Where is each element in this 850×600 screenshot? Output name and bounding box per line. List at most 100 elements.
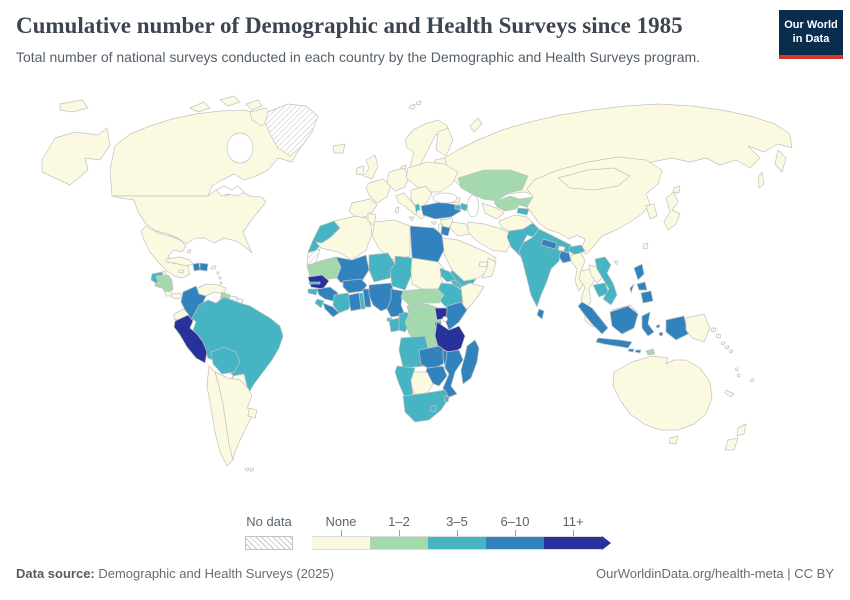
legend-bin-11plus[interactable]: 11+ xyxy=(544,514,602,550)
country-japan[interactable] xyxy=(663,191,681,231)
country-united-kingdom[interactable] xyxy=(363,154,379,180)
country-papua-new-guinea[interactable] xyxy=(685,313,711,343)
country-sudan[interactable] xyxy=(410,257,445,291)
country-philippines-mindanao[interactable] xyxy=(640,290,654,304)
country-kenya[interactable] xyxy=(444,301,468,331)
country-lesotho[interactable] xyxy=(429,405,438,413)
arctic-island[interactable] xyxy=(219,95,241,107)
country-niger[interactable] xyxy=(368,252,396,283)
hokkaido[interactable] xyxy=(672,185,681,194)
country-bangladesh[interactable] xyxy=(558,250,572,264)
owid-link[interactable]: OurWorldinData.org/health-meta | CC BY xyxy=(596,566,834,581)
country-panama[interactable] xyxy=(170,292,185,300)
country-puerto-rico[interactable] xyxy=(210,265,217,270)
country-north-south-korea[interactable] xyxy=(645,203,658,220)
country-indonesia-java[interactable] xyxy=(595,337,633,349)
country-nigeria[interactable] xyxy=(368,282,396,312)
country-france[interactable] xyxy=(365,178,392,204)
country-uae[interactable] xyxy=(478,261,489,268)
country-south-africa[interactable] xyxy=(402,389,450,423)
country-guinea[interactable] xyxy=(316,286,339,302)
country-jamaica[interactable] xyxy=(177,269,185,274)
country-pakistan[interactable] xyxy=(506,222,540,258)
hainan[interactable] xyxy=(613,260,619,266)
new-britain[interactable] xyxy=(710,327,722,339)
novaya-zemlya[interactable] xyxy=(469,117,483,133)
country-vietnam[interactable] xyxy=(594,256,618,306)
country-taiwan[interactable] xyxy=(642,242,649,250)
sardinia[interactable] xyxy=(394,206,400,214)
country-argentina[interactable] xyxy=(214,371,255,461)
country-turkey[interactable] xyxy=(420,201,462,220)
country-jordan[interactable] xyxy=(440,225,451,237)
russia-east-tip[interactable] xyxy=(59,99,89,113)
vanuatu[interactable] xyxy=(734,367,741,378)
arctic-island[interactable] xyxy=(189,101,211,113)
falkland-islands[interactable] xyxy=(244,467,255,472)
country-oman[interactable] xyxy=(481,257,497,279)
tasmania[interactable] xyxy=(668,435,679,445)
country-mongolia[interactable] xyxy=(557,167,631,191)
country-india[interactable] xyxy=(518,228,572,308)
svalbard[interactable] xyxy=(408,100,422,110)
country-norway-sweden[interactable] xyxy=(404,119,449,171)
balkans[interactable] xyxy=(410,185,433,209)
country-timor-leste[interactable] xyxy=(645,348,656,356)
country-nepal[interactable] xyxy=(540,238,558,250)
country-djibouti[interactable] xyxy=(455,280,462,289)
country-ireland[interactable] xyxy=(355,165,365,176)
legend-swatch-3-5[interactable] xyxy=(428,536,486,550)
new-caledonia[interactable] xyxy=(724,389,735,398)
country-greenland[interactable] xyxy=(264,103,319,157)
country-armenia[interactable] xyxy=(454,204,462,211)
country-uruguay[interactable] xyxy=(247,407,258,419)
legend-swatch-none[interactable] xyxy=(312,536,370,550)
country-laos[interactable] xyxy=(588,264,604,284)
legend-swatch-6-10[interactable] xyxy=(486,536,544,550)
country-cyprus[interactable] xyxy=(430,221,437,226)
country-gambia[interactable] xyxy=(308,281,321,285)
solomon-islands[interactable] xyxy=(720,341,734,354)
country-dominican-republic[interactable] xyxy=(199,262,209,272)
country-kazakhstan[interactable] xyxy=(457,169,529,202)
new-zealand-south[interactable] xyxy=(724,437,739,451)
arctic-island[interactable] xyxy=(245,99,263,111)
new-zealand-north[interactable] xyxy=(736,423,747,437)
legend-bin-3-5[interactable]: 3–5 xyxy=(428,514,486,550)
country-alaska[interactable] xyxy=(41,127,111,186)
country-iran[interactable] xyxy=(467,221,513,253)
country-ghana[interactable] xyxy=(348,292,362,312)
country-turkmenistan[interactable] xyxy=(481,202,505,220)
bahamas[interactable] xyxy=(186,249,192,254)
legend-no-data-swatch[interactable] xyxy=(245,536,293,550)
country-uzbekistan[interactable] xyxy=(493,195,523,212)
country-nicaragua[interactable] xyxy=(160,280,174,293)
country-eswatini[interactable] xyxy=(443,395,450,403)
country-sri-lanka[interactable] xyxy=(536,308,545,320)
country-madagascar[interactable] xyxy=(460,339,480,385)
country-libya[interactable] xyxy=(371,219,411,261)
sicily[interactable] xyxy=(408,216,415,222)
country-cote-divoire[interactable] xyxy=(332,292,352,314)
country-eritrea[interactable] xyxy=(439,267,457,283)
country-bhutan[interactable] xyxy=(557,245,566,252)
country-indonesia-moluccas[interactable] xyxy=(655,324,664,337)
eastern-europe[interactable] xyxy=(405,161,459,193)
sakhalin[interactable] xyxy=(757,171,765,189)
country-tajikistan[interactable] xyxy=(516,207,530,216)
country-indonesia-sumatra[interactable] xyxy=(577,301,609,335)
fiji[interactable] xyxy=(749,378,755,383)
country-germany-central-europe[interactable] xyxy=(386,167,410,192)
legend-swatch-1-2[interactable] xyxy=(370,536,428,550)
country-finland[interactable] xyxy=(435,127,454,157)
country-iceland[interactable] xyxy=(332,143,346,154)
legend-swatch-11plus[interactable] xyxy=(544,536,602,550)
country-united-states[interactable] xyxy=(111,189,267,254)
country-australia[interactable] xyxy=(612,355,713,431)
country-azerbaijan[interactable] xyxy=(460,202,469,212)
country-haiti[interactable] xyxy=(192,262,201,272)
country-mozambique[interactable] xyxy=(442,349,464,399)
country-south-sudan[interactable] xyxy=(420,288,445,304)
legend-no-data[interactable]: No data xyxy=(245,514,293,550)
country-guinea-bissau[interactable] xyxy=(307,288,319,296)
